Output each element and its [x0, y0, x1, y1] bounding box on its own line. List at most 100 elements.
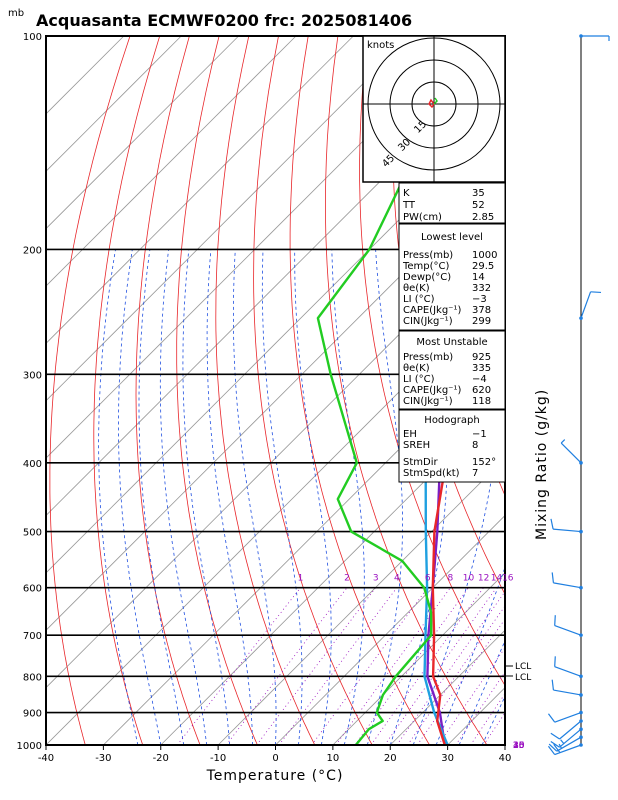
pressure-tick-label: 1000	[17, 741, 42, 752]
mu-value-li: −4	[472, 374, 487, 385]
wind-barb-flag	[548, 743, 558, 752]
mu-label-press: Press(mb)	[403, 352, 453, 363]
wind-barb-flag	[551, 572, 555, 583]
wind-barb-flag	[554, 656, 556, 667]
dry-adiabat	[359, 36, 505, 687]
ll-value-cape: 378	[472, 305, 491, 316]
mixing-ratio-line	[396, 590, 505, 745]
isotherm-line	[46, 36, 469, 459]
hodograph-index-heading: Hodograph	[424, 415, 479, 426]
dry-adiabat	[289, 36, 430, 745]
isotherm-line	[46, 170, 505, 631]
dry-adiabat	[516, 36, 618, 745]
mixing-ratio-label: 40	[513, 741, 525, 751]
hb-label-stmdir: StmDir	[403, 457, 438, 468]
index-label-k: K	[403, 188, 410, 199]
dry-adiabat	[93, 36, 161, 745]
temperature-tick-label: 10	[327, 753, 340, 764]
dry-adiabat	[253, 36, 373, 745]
dry-adiabat	[546, 36, 618, 745]
wind-barb-flag	[550, 732, 560, 740]
wind-barb-flag	[590, 291, 602, 294]
moist-adiabat	[138, 249, 185, 745]
wind-barb	[551, 679, 583, 697]
moist-adiabat	[182, 249, 230, 745]
lowest-level-box	[398, 223, 506, 331]
hodograph-index-box	[398, 409, 506, 483]
pressure-tick-label: 500	[23, 528, 42, 539]
mixing-ratio-line	[407, 605, 505, 745]
pressure-tick-label: 300	[23, 370, 42, 381]
mu-value-press: 925	[472, 352, 491, 363]
wind-barb-staff	[560, 442, 582, 464]
wind-barb-staff	[554, 625, 582, 636]
pressure-ticks: 1000 900 800 700 600 500 400 300 200 100	[17, 32, 42, 752]
lowest-level-heading: Lowest level	[421, 232, 483, 243]
hodograph-unit-label: knots	[367, 40, 394, 51]
wind-barb	[550, 727, 583, 748]
wind-barb-staff	[553, 582, 582, 589]
isotherm-line	[217, 457, 505, 745]
hb-value-stmdir: 152°	[472, 457, 496, 468]
mixing-ratio-line	[225, 587, 348, 745]
isotherm-line	[46, 36, 412, 402]
hodograph-ring-15	[411, 81, 457, 127]
ll-value-cin: 299	[472, 316, 491, 327]
most-unstable-heading: Most Unstable	[416, 337, 487, 348]
wind-barb-staff	[559, 728, 582, 748]
wind-barb-staff	[580, 291, 592, 319]
ll-value-dewp: 14	[472, 272, 485, 283]
mixing-ratio-axis-label: Mixing Ratio (g/kg)	[534, 389, 550, 540]
dewpoint-profile	[316, 36, 487, 745]
wind-barb-flag	[547, 745, 556, 755]
ll-label-cape: CAPE(Jkg⁻¹)	[403, 305, 461, 316]
wind-barb	[550, 719, 583, 740]
dry-adiabat	[135, 36, 201, 745]
ll-value-press: 1000	[472, 250, 497, 261]
dry-adiabat	[486, 36, 505, 240]
ll-label-cin: CIN(Jkg⁻¹)	[403, 316, 453, 327]
moist-adiabat	[458, 639, 505, 745]
index-label-pw: PW(cm)	[403, 212, 442, 223]
isotherm-line	[46, 36, 182, 172]
wind-barbs	[547, 34, 610, 756]
pressure-tick-label: 200	[23, 245, 42, 256]
x-axis-label: Temperature (°C)	[206, 768, 344, 784]
wind-barb-staff	[553, 528, 582, 533]
hodograph-trace-high	[433, 97, 438, 105]
dry-adiabat	[215, 36, 316, 745]
temperature-tick-label: -20	[153, 753, 169, 764]
index-value-tt: 52	[472, 200, 485, 211]
mixing-ratio-label: 25	[513, 741, 524, 751]
pressure-tick-label: 600	[23, 584, 42, 595]
lcl-label-1: LCL	[515, 662, 531, 672]
ll-value-thetae: 332	[472, 283, 491, 294]
mixing-ratio-label: 4	[394, 574, 400, 584]
dry-adiabat	[49, 36, 131, 745]
pressure-tick-label: 800	[23, 672, 42, 683]
wind-barb-staff	[559, 720, 582, 740]
wind-barb	[547, 743, 583, 756]
moist-adiabat	[481, 695, 505, 745]
mixing-ratio-label: 35	[513, 741, 524, 751]
mixing-ratio-label: 6	[425, 574, 431, 584]
wind-barb	[547, 710, 583, 723]
ll-value-li: −3	[472, 294, 487, 305]
wind-barb	[554, 615, 583, 637]
pressure-tick-label: 400	[23, 459, 42, 470]
wind-barb	[551, 572, 583, 590]
wind-barb-flag	[550, 518, 554, 530]
isotherm-line	[504, 744, 505, 745]
mixing-ratio-label: 18	[513, 741, 525, 751]
pressure-unit-label: mb	[8, 8, 24, 19]
mixing-ratio-label: 16	[502, 574, 514, 584]
mixing-ratio-label: 30	[513, 741, 525, 751]
wind-barb-staff	[554, 666, 582, 677]
temperature-tick-label: -30	[95, 753, 111, 764]
moist-adiabat	[294, 249, 332, 745]
wind-barb-staff	[553, 689, 582, 696]
isotherm-line	[46, 36, 297, 287]
temperature-tick-label: 0	[272, 753, 278, 764]
